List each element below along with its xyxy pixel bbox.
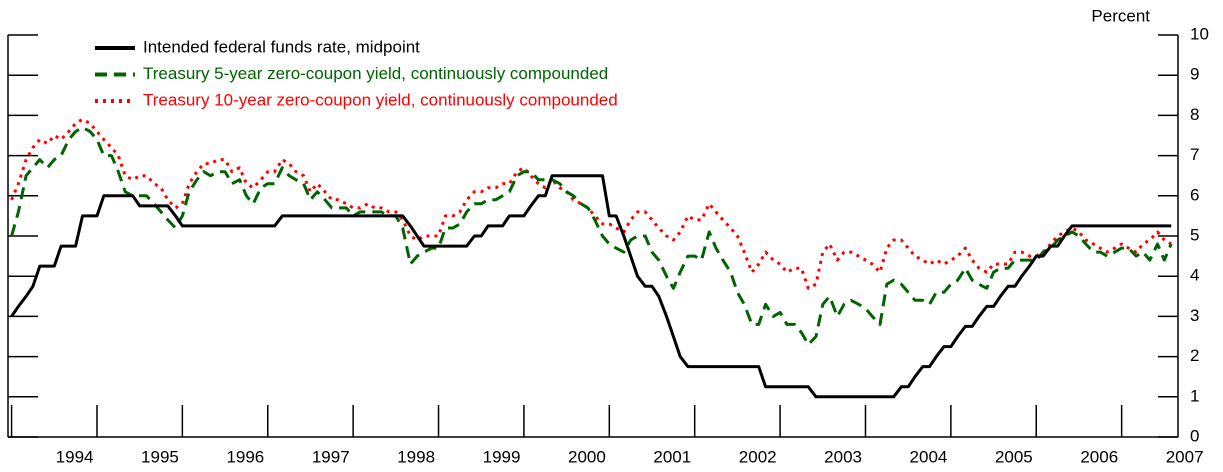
legend-label: Intended federal funds rate, midpoint <box>143 37 420 56</box>
x-tick-label: 2005 <box>995 447 1033 466</box>
legend-label: Treasury 10-year zero-coupon yield, cont… <box>143 90 618 109</box>
x-tick-label: 2001 <box>653 447 691 466</box>
x-tick-label: 1997 <box>312 447 350 466</box>
x-tick-label: 2003 <box>824 447 862 466</box>
x-tick-label: 2006 <box>1080 447 1118 466</box>
x-tick-label: 1995 <box>141 447 179 466</box>
series-line <box>10 126 1173 346</box>
x-tick-label: 2004 <box>910 447 948 466</box>
y-tick-label: 5 <box>1190 225 1199 244</box>
legend-label: Treasury 5-year zero-coupon yield, conti… <box>143 64 608 83</box>
y-tick-label: 7 <box>1190 145 1199 164</box>
x-tick-label: 2002 <box>739 447 777 466</box>
y-tick-label: 6 <box>1190 185 1199 204</box>
y-tick-label: 1 <box>1190 386 1199 405</box>
x-tick-label: 1999 <box>483 447 521 466</box>
series-line <box>10 117 1172 290</box>
y-tick-label: 4 <box>1190 266 1199 285</box>
y-tick-label: 10 <box>1190 24 1209 43</box>
x-tick-label: 1998 <box>397 447 435 466</box>
y-tick-label: 8 <box>1190 105 1199 124</box>
y-tick-label: 0 <box>1190 426 1199 445</box>
x-tick-label: 2007 <box>1166 447 1204 466</box>
y-tick-label: 3 <box>1190 306 1199 325</box>
series-line <box>10 174 1172 399</box>
y-tick-label: 2 <box>1190 346 1199 365</box>
y-tick-label: 9 <box>1190 65 1199 84</box>
x-tick-label: 1996 <box>226 447 264 466</box>
x-tick-label: 2000 <box>568 447 606 466</box>
x-tick-label: 1994 <box>56 447 94 466</box>
y-axis-label: Percent <box>1091 6 1150 25</box>
